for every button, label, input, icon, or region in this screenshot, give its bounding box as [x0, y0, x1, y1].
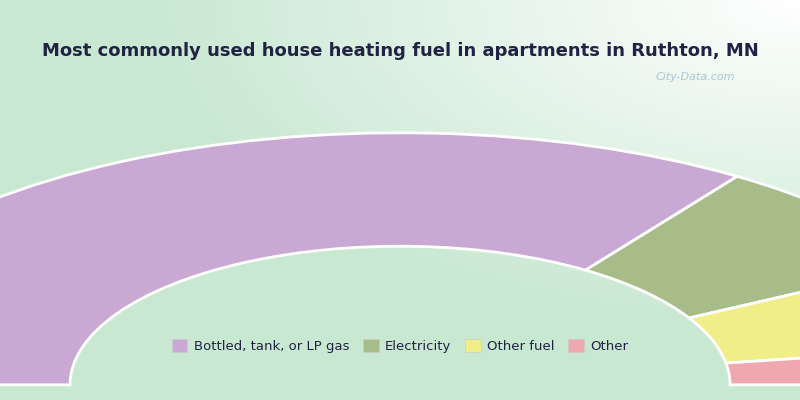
Wedge shape: [689, 263, 800, 363]
Wedge shape: [586, 176, 800, 318]
Legend: Bottled, tank, or LP gas, Electricity, Other fuel, Other: Bottled, tank, or LP gas, Electricity, O…: [166, 333, 634, 358]
Text: City-Data.com: City-Data.com: [656, 72, 735, 82]
Wedge shape: [0, 133, 738, 385]
Text: Most commonly used house heating fuel in apartments in Ruthton, MN: Most commonly used house heating fuel in…: [42, 42, 758, 60]
Wedge shape: [726, 345, 800, 385]
